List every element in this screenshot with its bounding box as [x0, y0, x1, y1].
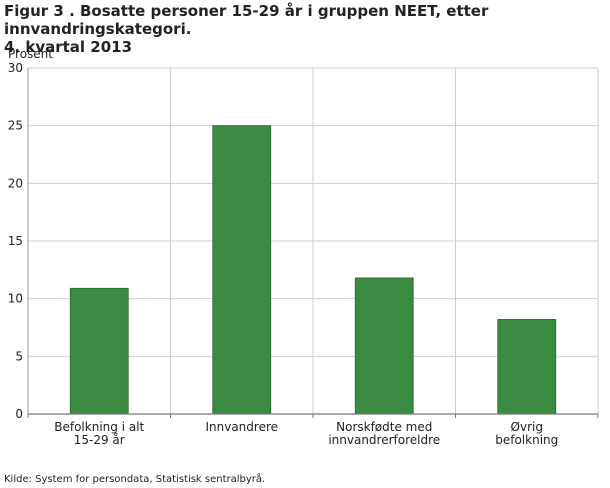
y-tick-label: 15	[8, 234, 23, 248]
bars	[69, 125, 557, 415]
x-category-label-line: Norskfødte med	[336, 420, 432, 434]
y-tick-label: 25	[8, 119, 23, 133]
bar	[212, 125, 272, 415]
axes	[27, 68, 599, 418]
labels: 0 5 10 15 20 25 30 Befolkning i alt 15-29 år Innv…	[8, 47, 559, 447]
y-axis-label: Prosent	[8, 47, 53, 61]
chart-title-line-2: 4. kvartal 2013	[4, 38, 133, 56]
x-category-label: Innvandrere	[205, 420, 278, 434]
x-category-label: Øvrig befolkning	[495, 420, 558, 447]
chart-title-line-1: Figur 3 . Bosatte personer 15-29 år i gr…	[4, 2, 489, 38]
y-tick-label: 20	[8, 176, 23, 190]
x-category-label-line: innvandrerforeldre	[328, 433, 440, 447]
x-category-label-line: Øvrig	[511, 420, 543, 434]
bar	[69, 287, 129, 415]
y-tick-label: 0	[15, 407, 23, 421]
x-category-label-line: Innvandrere	[205, 420, 278, 434]
y-tick-label: 10	[8, 292, 23, 306]
bar	[497, 319, 557, 415]
x-category-label-line: befolkning	[495, 433, 558, 447]
x-category-label-line: 15-29 år	[74, 433, 125, 447]
x-category-label: Norskfødte med innvandrerforeldre	[328, 420, 440, 447]
x-category-label-line: Befolkning i alt	[54, 420, 144, 434]
source-note: Kilde: System for persondata, Statistisk…	[4, 474, 266, 485]
x-category-label: Befolkning i alt 15-29 år	[54, 420, 144, 447]
y-tick-label: 30	[8, 61, 23, 75]
chart-title: Figur 3 . Bosatte personer 15-29 år i gr…	[4, 2, 608, 56]
y-tick-label: 5	[15, 349, 23, 363]
bar	[354, 277, 414, 415]
